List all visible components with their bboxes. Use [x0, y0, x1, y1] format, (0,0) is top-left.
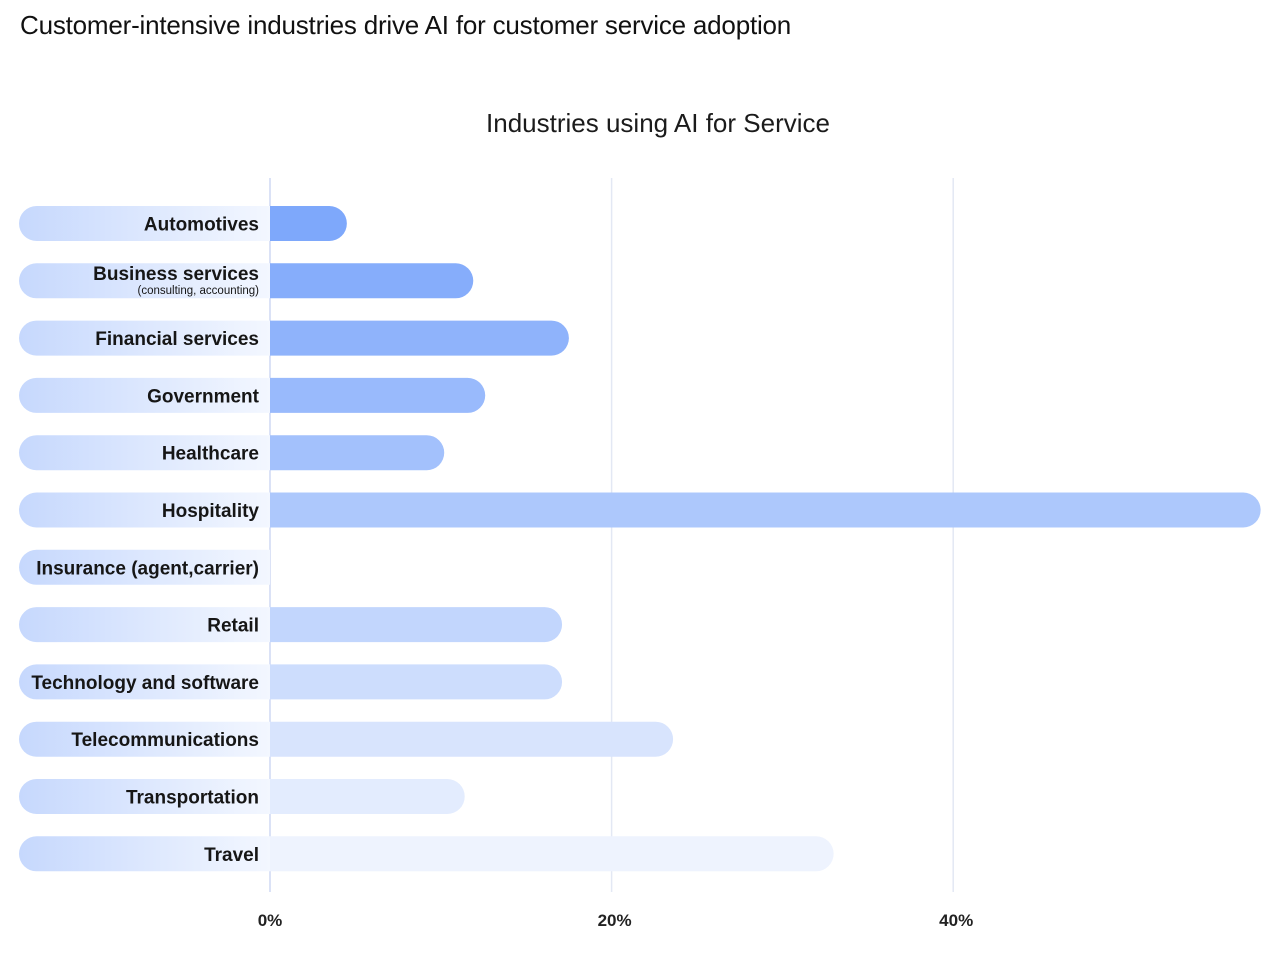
category-label: Travel: [204, 845, 259, 866]
bar: [270, 721, 674, 757]
category-label-pill: [19, 206, 270, 241]
category-label: Business services: [93, 264, 259, 285]
category-label: Financial services: [95, 329, 259, 350]
x-axis-ticks: 0% 20% 40%: [258, 911, 974, 930]
category-label-pill: [19, 263, 270, 299]
category-label: Government: [147, 386, 260, 407]
bars: [270, 206, 1261, 872]
bar: [270, 779, 465, 814]
bar: [270, 435, 445, 471]
category-label: Hospitality: [162, 501, 260, 522]
x-tick-label: 0%: [258, 911, 283, 930]
category-label-pill: [19, 607, 270, 643]
bar: [270, 206, 347, 241]
bar: [270, 492, 1261, 528]
category-label: Telecommunications: [71, 730, 259, 751]
bar: [270, 836, 834, 872]
category-label: Technology and software: [31, 673, 259, 694]
category-label: Transportation: [126, 788, 259, 809]
category-label-pill: [19, 320, 270, 356]
page-heading: Customer-intensive industries drive AI f…: [20, 10, 792, 40]
category-label-pill: [19, 836, 270, 872]
category-labels: Automotives Business services(consulting,…: [31, 215, 259, 866]
bar: [270, 263, 474, 299]
x-tick-label: 40%: [939, 911, 973, 930]
category-label-pill: [19, 779, 270, 814]
category-label-pill: [19, 492, 270, 528]
category-label-pills: [19, 206, 271, 872]
category-label: Automotives: [144, 215, 259, 236]
chart-title: Industries using AI for Service: [486, 108, 830, 138]
category-sublabel: (consulting, accounting): [138, 285, 260, 297]
category-label: Insurance (agent,carrier): [36, 558, 259, 579]
category-label: Retail: [207, 616, 259, 637]
bar: [270, 320, 569, 356]
x-tick-label: 20%: [598, 911, 632, 930]
category-label-pill: [19, 435, 270, 471]
bar: [270, 664, 563, 700]
category-label-pill: [19, 721, 270, 757]
category-label-pill: [19, 377, 270, 413]
category-label: Healthcare: [162, 444, 259, 465]
bar: [270, 607, 563, 643]
category-label-pill: [19, 664, 270, 700]
category-label-pill: [19, 549, 271, 585]
bar: [270, 377, 486, 413]
